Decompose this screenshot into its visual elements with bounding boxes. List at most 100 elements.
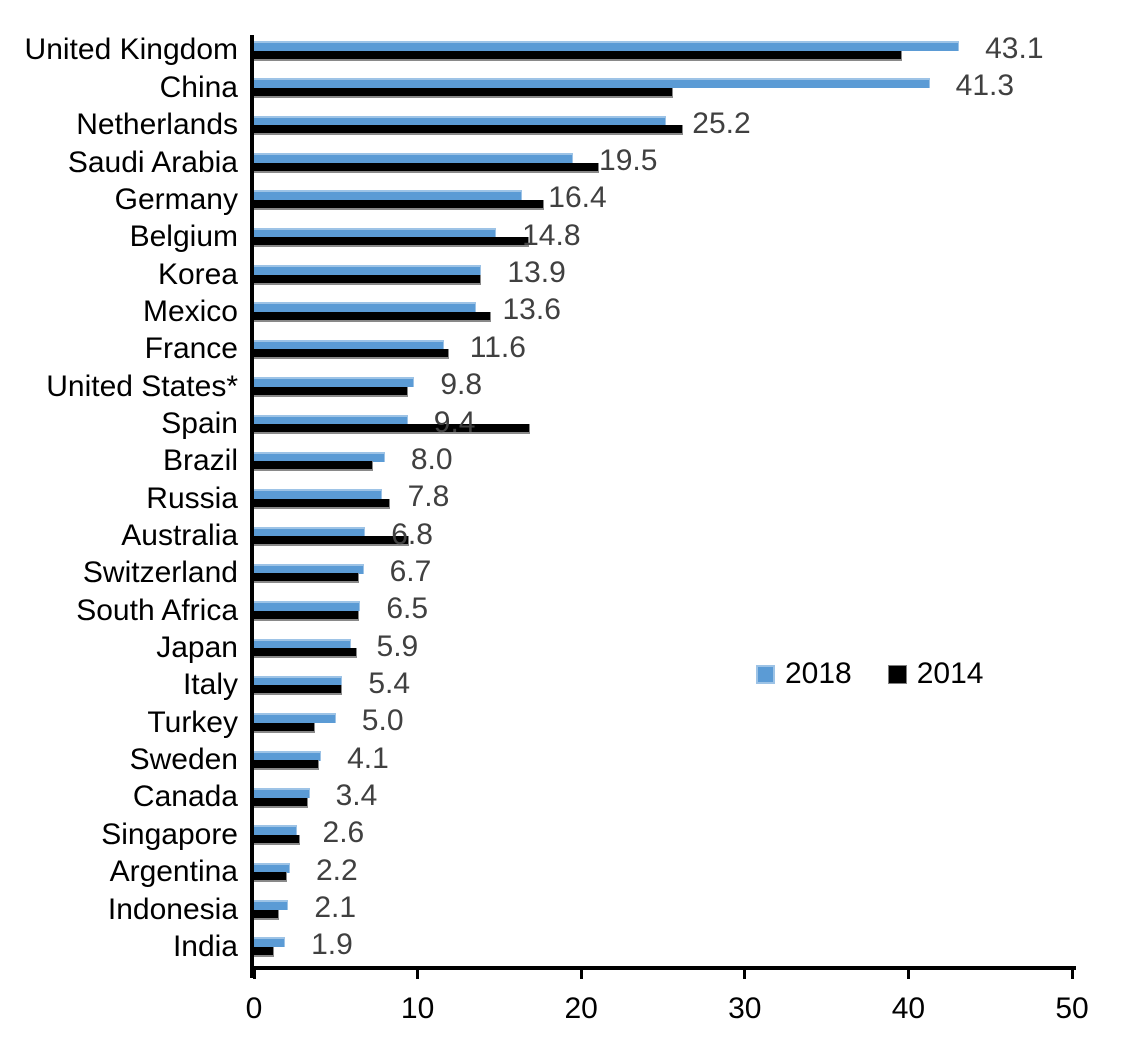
bar-2018 (254, 377, 415, 388)
bar-2014 (254, 386, 408, 397)
bar-2014 (254, 125, 683, 136)
value-label: 2.2 (315, 853, 358, 887)
value-label: 41.3 (955, 69, 1015, 103)
bar-2018 (254, 750, 322, 761)
category-label: Mexico (142, 294, 238, 328)
bar-2014 (254, 87, 673, 98)
value-label: 14.8 (522, 218, 581, 252)
bar-2014 (254, 573, 359, 584)
bar-2018 (254, 115, 667, 126)
value-label: 6.7 (389, 554, 432, 588)
bar-2018 (254, 190, 523, 201)
value-label: 13.6 (502, 293, 561, 327)
bar-2018 (254, 675, 343, 686)
bar-2018 (254, 713, 336, 724)
category-label: United States* (46, 369, 238, 403)
value-label: 5.0 (361, 704, 404, 738)
x-tick (416, 970, 420, 979)
value-label: 2.6 (322, 816, 365, 850)
category-label: Argentina (109, 855, 238, 889)
bar-2018 (254, 638, 351, 649)
value-label: 6.8 (391, 517, 433, 551)
bar-2014 (254, 610, 359, 621)
category-label: Indonesia (107, 892, 238, 926)
value-label: 16.4 (548, 181, 607, 215)
bar-2014 (254, 685, 343, 696)
value-label: 13.9 (507, 256, 566, 290)
category-label: Korea (157, 257, 238, 291)
bar-2018 (254, 900, 289, 911)
bar-2018 (254, 78, 930, 89)
value-label: 5.9 (376, 629, 419, 663)
category-label: Sweden (129, 743, 238, 777)
category-label: India (172, 929, 238, 963)
value-label: 7.8 (407, 480, 450, 514)
legend-label-2018: 2018 (785, 657, 852, 690)
value-label: 8.0 (410, 442, 453, 476)
x-tick (1070, 970, 1074, 979)
bar-2018 (254, 153, 574, 164)
bar-2018 (254, 788, 310, 798)
x-tick (906, 970, 910, 979)
bar-2018 (254, 489, 382, 500)
category-label: Russia (146, 481, 238, 515)
legend: 2018 2014 (756, 656, 984, 692)
bar-2018 (254, 227, 497, 238)
x-tick-label: 40 (891, 992, 926, 1025)
x-tick-label: 50 (1055, 992, 1089, 1025)
value-label: 3.4 (335, 779, 378, 812)
value-label: 9.4 (433, 405, 476, 439)
value-label: 1.9 (311, 928, 353, 962)
bar-2014 (254, 349, 449, 360)
category-label: Spain (161, 406, 238, 440)
bar-2014 (254, 498, 390, 509)
category-label: Canada (132, 780, 238, 814)
bar-2018 (254, 302, 477, 313)
bar-2014 (254, 237, 529, 248)
category-label: Saudi Arabia (67, 145, 238, 179)
bar-2014 (254, 722, 315, 733)
y-axis-line (250, 35, 254, 978)
category-label: Australia (121, 519, 238, 553)
category-label: Italy (182, 668, 238, 702)
category-label: China (159, 70, 238, 104)
bar-2018 (254, 563, 364, 574)
x-tick-label: 20 (564, 992, 598, 1025)
bar-2018 (254, 526, 366, 537)
legend-swatch-2018-icon (756, 664, 775, 684)
value-label: 43.1 (985, 32, 1044, 65)
bar-2018 (254, 601, 361, 612)
category-label: Netherlands (76, 108, 238, 142)
bar-2014 (254, 946, 274, 957)
category-label: Brazil (162, 444, 238, 478)
x-tick (252, 970, 256, 979)
category-label: United Kingdom (24, 33, 238, 67)
category-label: Switzerland (82, 556, 238, 590)
legend-swatch-2014-icon (887, 664, 907, 684)
bar-2018 (254, 862, 290, 873)
legend-label-2014: 2014 (916, 657, 984, 690)
category-label: Turkey (147, 705, 238, 739)
bar-2014 (254, 760, 320, 771)
value-label: 11.6 (469, 330, 526, 364)
bar-2018 (254, 825, 297, 836)
value-label: 25.2 (692, 106, 751, 140)
x-tick (743, 970, 747, 979)
value-label: 5.4 (368, 666, 411, 700)
x-axis-line (250, 966, 1076, 970)
bar-2018 (254, 339, 444, 350)
x-tick (579, 970, 583, 979)
category-label: Belgium (129, 220, 238, 254)
bar-2018 (254, 41, 960, 51)
bar-2018 (254, 265, 482, 276)
bar-2014 (254, 461, 374, 472)
bar-2014 (254, 162, 600, 173)
bar-2018 (254, 451, 385, 462)
value-label: 2.1 (314, 891, 357, 925)
bar-2014 (254, 797, 308, 808)
x-tick-label: 0 (245, 992, 263, 1025)
bar-2014 (254, 536, 410, 547)
value-label: 4.1 (347, 741, 389, 775)
bar-2018 (254, 937, 286, 948)
